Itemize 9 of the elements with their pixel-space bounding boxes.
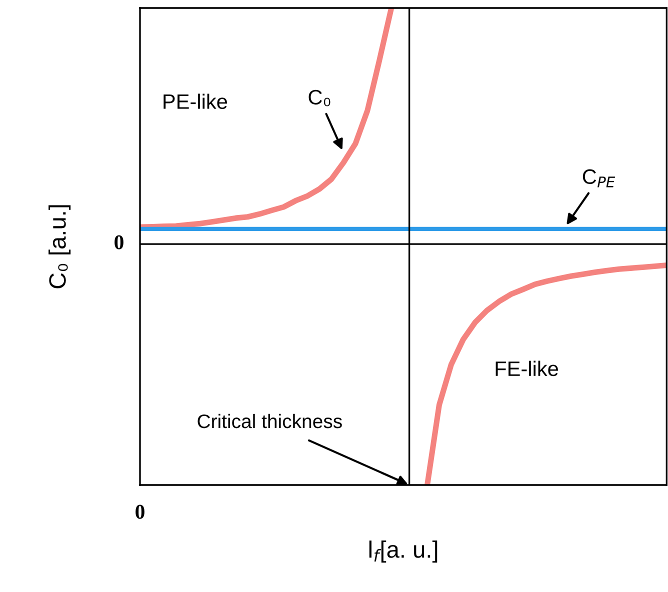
text: 0 <box>114 235 124 250</box>
y-axis-title: C₀ [a.u.] <box>48 205 71 288</box>
series-label: C$_{PE}$ <box>582 169 616 188</box>
annotation: Critical thickness <box>198 414 342 428</box>
x-axis-title: l$_{f}$[a. u.] <box>369 540 438 563</box>
series-label: C₀ <box>308 90 330 106</box>
annotation: FE-like <box>496 360 558 376</box>
text: 0 <box>136 504 144 519</box>
annotation: PE-like <box>164 94 228 109</box>
